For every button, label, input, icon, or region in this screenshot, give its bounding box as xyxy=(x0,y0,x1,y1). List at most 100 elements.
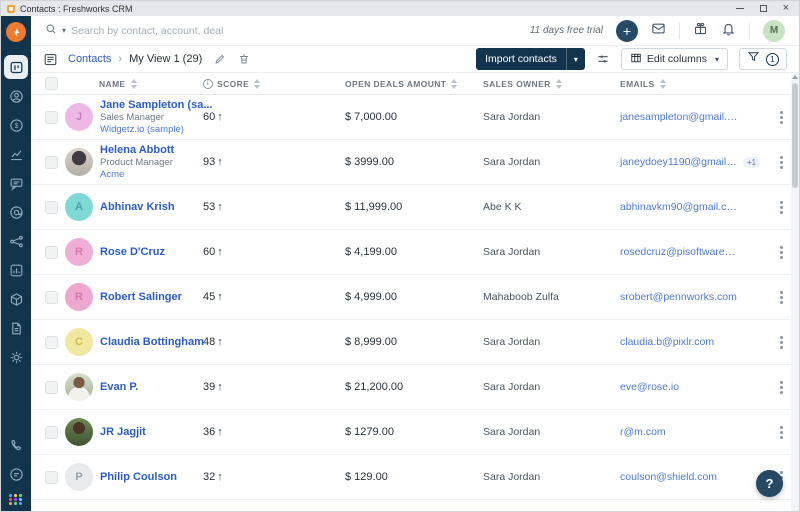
sidebar-item-documents[interactable] xyxy=(4,316,28,340)
contact-email-link[interactable]: janeydoey1190@gmail.com xyxy=(620,156,738,168)
column-header-name[interactable]: NAME xyxy=(99,78,126,89)
contact-name-link[interactable]: Jane Sampleton (sa... xyxy=(100,99,213,111)
contact-name-link[interactable]: Philip Coulson xyxy=(100,471,177,483)
sidebar-item-products[interactable] xyxy=(4,287,28,311)
contact-company-link[interactable]: Widgetz.io (sample) xyxy=(100,124,184,135)
views-list-icon[interactable] xyxy=(43,52,58,67)
row-actions-menu[interactable] xyxy=(770,250,793,254)
scroll-up-arrow-icon[interactable] xyxy=(792,75,798,79)
row-actions-menu[interactable] xyxy=(770,160,793,164)
support-chat-icon[interactable] xyxy=(4,462,28,486)
freshworks-logo-icon[interactable] xyxy=(6,22,26,42)
sidebar-item-deals[interactable]: $ xyxy=(4,113,28,137)
sidebar-item-dashboard[interactable] xyxy=(4,55,28,79)
sidebar-item-reports[interactable] xyxy=(4,258,28,282)
delete-view-icon[interactable] xyxy=(238,53,250,65)
sort-score-icon[interactable] xyxy=(254,78,261,89)
contact-email-link[interactable]: janesampleton@gmail.com xyxy=(620,111,738,123)
contact-name-link[interactable]: Helena Abbott xyxy=(100,144,175,156)
contact-email-link[interactable]: r@m.com xyxy=(620,426,666,438)
sidebar-item-settings[interactable] xyxy=(4,345,28,369)
sort-name-icon[interactable] xyxy=(130,78,137,89)
current-view-name[interactable]: My View 1 (29) xyxy=(129,53,203,65)
row-checkbox[interactable] xyxy=(45,245,58,259)
more-emails-badge[interactable]: +1 xyxy=(743,156,761,168)
contact-email-link[interactable]: srobert@pennworks.com xyxy=(620,291,737,303)
row-checkbox[interactable] xyxy=(45,380,58,394)
row-actions-menu[interactable] xyxy=(770,205,793,209)
sort-settings-icon[interactable] xyxy=(596,52,610,66)
contact-name-link[interactable]: Rose D'Cruz xyxy=(100,246,165,258)
sidebar-item-automations[interactable] xyxy=(4,229,28,253)
sort-owner-icon[interactable] xyxy=(555,78,562,89)
minimize-button[interactable] xyxy=(735,8,744,9)
vertical-scrollbar[interactable] xyxy=(791,73,799,511)
search-input[interactable] xyxy=(71,24,282,37)
row-checkbox[interactable] xyxy=(45,335,58,349)
contact-email-link[interactable]: coulson@shield.com xyxy=(620,471,718,483)
column-header-score[interactable]: SCORE xyxy=(217,78,250,89)
row-checkbox[interactable] xyxy=(45,110,58,124)
scrollbar-thumb[interactable] xyxy=(792,83,798,188)
contact-name-link[interactable]: Claudia Bottingham xyxy=(100,336,204,348)
breadcrumb-contacts-link[interactable]: Contacts xyxy=(68,53,112,65)
score-info-icon[interactable]: i xyxy=(203,78,213,89)
column-header-sales-owner[interactable]: SALES OWNER xyxy=(483,78,551,89)
table-row[interactable]: Helena Abbott Product Manager Acme 93 ↑ … xyxy=(31,140,799,185)
sidebar-item-conversations[interactable] xyxy=(4,171,28,195)
row-checkbox[interactable] xyxy=(45,425,58,439)
row-actions-menu[interactable] xyxy=(770,430,793,434)
phone-icon[interactable] xyxy=(4,433,28,457)
table-row[interactable]: P Philip Coulson 32 ↑ $ 129.00 Sara Jord… xyxy=(31,455,799,500)
sort-amount-icon[interactable] xyxy=(451,78,458,89)
apps-switcher-icon[interactable] xyxy=(9,494,23,505)
row-actions-menu[interactable] xyxy=(770,340,793,344)
table-row[interactable]: JR Jagjit 36 ↑ $ 1279.00 Sara Jordan r@m… xyxy=(31,410,799,455)
edit-columns-caret-icon[interactable]: ▾ xyxy=(714,54,719,64)
close-button[interactable]: × xyxy=(782,2,789,14)
row-checkbox[interactable] xyxy=(45,290,58,304)
contact-email-link[interactable]: rosedcruz@pisoftware.com xyxy=(620,246,738,258)
sidebar-item-contacts[interactable] xyxy=(4,84,28,108)
row-actions-menu[interactable] xyxy=(770,385,793,389)
row-actions-menu[interactable] xyxy=(770,115,793,119)
whats-new-icon[interactable] xyxy=(693,21,708,41)
row-actions-menu[interactable] xyxy=(770,295,793,299)
contact-email-link[interactable]: abhinavkm90@gmail.com xyxy=(620,201,738,213)
help-button[interactable]: ? xyxy=(756,470,783,497)
row-checkbox[interactable] xyxy=(45,470,58,484)
contact-name-link[interactable]: JR Jagjit xyxy=(100,426,146,438)
sidebar-item-analytics[interactable] xyxy=(4,142,28,166)
maximize-button[interactable] xyxy=(759,5,767,12)
email-icon[interactable] xyxy=(651,21,666,41)
sidebar-item-email[interactable] xyxy=(4,200,28,224)
import-dropdown-caret-icon[interactable]: ▾ xyxy=(573,54,578,64)
search-scope-caret-icon[interactable]: ▾ xyxy=(62,26,67,35)
quick-add-button[interactable]: + xyxy=(616,19,638,42)
global-search[interactable]: ▾ xyxy=(45,22,282,40)
row-checkbox[interactable] xyxy=(45,155,58,169)
select-all-checkbox[interactable] xyxy=(45,77,58,90)
filters-button[interactable]: 1 xyxy=(739,48,787,70)
edit-view-icon[interactable] xyxy=(214,53,226,65)
column-header-emails[interactable]: EMAILS xyxy=(620,78,655,89)
contact-email-link[interactable]: eve@rose.io xyxy=(620,381,680,393)
contact-company-link[interactable]: Acme xyxy=(100,169,125,180)
contact-name-link[interactable]: Abhinav Krish xyxy=(100,201,175,213)
import-contacts-button[interactable]: Import contacts ▾ xyxy=(476,48,585,70)
contact-name-link[interactable]: Evan P. xyxy=(100,381,139,393)
table-row[interactable]: R Rose D'Cruz 60 ↑ $ 4,199.00 Sara Jorda… xyxy=(31,230,799,275)
table-row[interactable]: J Jane Sampleton (sa... Sales Manager Wi… xyxy=(31,95,799,140)
table-row[interactable]: Evan P. 39 ↑ $ 21,200.00 Sara Jordan eve… xyxy=(31,365,799,410)
table-row[interactable]: R Robert Salinger 45 ↑ $ 4,999.00 Mahabo… xyxy=(31,275,799,320)
row-checkbox[interactable] xyxy=(45,200,58,214)
sort-emails-icon[interactable] xyxy=(659,78,666,89)
table-row[interactable]: A Abhinav Krish 53 ↑ $ 11,999.00 Abe K K… xyxy=(31,185,799,230)
notifications-icon[interactable] xyxy=(721,21,736,41)
table-row[interactable]: C Claudia Bottingham 48 ↑ $ 8,999.00 Sar… xyxy=(31,320,799,365)
column-header-open-deals-amount[interactable]: OPEN DEALS AMOUNT xyxy=(345,78,447,89)
edit-columns-button[interactable]: Edit columns ▾ xyxy=(620,48,728,70)
contact-name-link[interactable]: Robert Salinger xyxy=(100,291,182,303)
contact-email-link[interactable]: claudia.b@pixlr.com xyxy=(620,336,715,348)
user-avatar[interactable]: M xyxy=(763,19,785,42)
